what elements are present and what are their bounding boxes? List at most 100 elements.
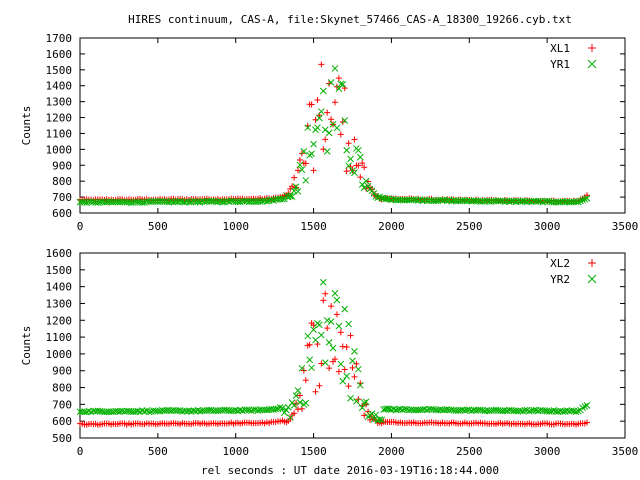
point-XL1 (308, 101, 315, 108)
point-YR1 (583, 195, 591, 202)
point-YR2 (302, 399, 310, 407)
point-XL1 (291, 174, 298, 181)
point-XL2 (291, 410, 298, 417)
point-XL2 (320, 297, 327, 304)
point-XL2 (328, 303, 335, 310)
point-YR1 (138, 199, 146, 207)
x-tick-label: 0 (77, 220, 84, 233)
y-tick-label: 1100 (46, 127, 73, 140)
y-tick-label: 1700 (46, 32, 73, 45)
x-tick-label: 1000 (222, 445, 249, 458)
x-tick-label: 2000 (378, 445, 405, 458)
point-YR1 (345, 162, 352, 170)
point-XL2 (326, 365, 333, 372)
point-YR2 (378, 416, 386, 424)
y-tick-label: 900 (52, 365, 72, 378)
point-YR1 (579, 196, 586, 204)
point-YR2 (294, 387, 302, 394)
series-YR1 (76, 65, 591, 207)
point-XL2 (324, 325, 331, 332)
plot-frame (79, 252, 626, 439)
point-YR1 (347, 155, 354, 163)
point-XL2 (584, 419, 591, 426)
point-YR2 (318, 331, 325, 339)
y-tick-label: 800 (52, 382, 72, 395)
point-YR2 (312, 336, 319, 344)
point-YR2 (276, 404, 284, 411)
x-tick-label: 3000 (534, 220, 561, 233)
point-YR2 (354, 365, 362, 373)
point-YR1 (341, 117, 349, 124)
point-YR2 (345, 320, 352, 328)
point-YR1 (325, 129, 333, 137)
point-XL2 (302, 377, 309, 384)
legend-label-XL2: XL2 (550, 257, 570, 270)
point-YR2 (351, 348, 358, 355)
point-YR1 (308, 150, 315, 158)
point-YR2 (337, 360, 345, 368)
point-YR1 (302, 177, 310, 184)
point-YR2 (247, 407, 255, 415)
point-XL1 (359, 160, 366, 167)
point-YR2 (325, 339, 333, 346)
point-XL1 (331, 99, 338, 106)
legend-label-YR2: YR2 (550, 273, 570, 286)
y-axis-label: Counts (20, 106, 33, 146)
point-YR1 (286, 192, 294, 200)
point-YR2 (331, 289, 339, 297)
point-YR2 (292, 392, 300, 399)
point-YR2 (550, 407, 558, 414)
point-YR2 (316, 321, 323, 329)
point-YR2 (319, 278, 327, 286)
point-XL2 (349, 364, 356, 371)
y-tick-label: 1000 (46, 143, 73, 156)
point-YR2 (145, 408, 153, 416)
point-YR1 (331, 65, 339, 72)
y-tick-label: 800 (52, 175, 72, 188)
point-YR1 (339, 80, 347, 88)
x-tick-label: 1500 (300, 445, 327, 458)
point-YR2 (298, 364, 306, 372)
point-XL1 (326, 80, 333, 87)
legend-marker-YR2 (587, 274, 597, 284)
bottom-panel: 500 600 700 800 900 1000 1100 1200 1300 1400 1500 1… (20, 247, 638, 458)
y-tick-label: 1000 (46, 348, 73, 361)
plot-frame (79, 37, 626, 214)
y-tick-label: 1400 (46, 281, 73, 294)
point-XL2 (345, 383, 352, 390)
point-YR2 (362, 398, 370, 406)
y-tick-label: 1300 (46, 297, 73, 310)
x-tick-label: 0 (77, 445, 84, 458)
point-XL2 (335, 368, 342, 375)
x-tick-label: 1500 (300, 220, 327, 233)
legend-marker-XL1 (588, 44, 596, 52)
point-XL1 (328, 116, 335, 123)
point-YR1 (294, 188, 302, 195)
point-YR1 (337, 80, 345, 88)
point-YR1 (316, 114, 323, 122)
point-XL1 (318, 61, 325, 68)
point-YR1 (354, 146, 362, 154)
point-YR2 (384, 405, 391, 412)
point-YR2 (581, 403, 589, 410)
point-YR2 (323, 317, 331, 324)
point-XL1 (310, 167, 317, 174)
point-XL1 (345, 140, 352, 147)
top-panel: 600 700 800 900 1000 1100 1200 1300 1400 1500 1600… (20, 32, 638, 233)
point-YR1 (298, 166, 306, 174)
y-tick-label: 1100 (46, 331, 73, 344)
point-YR2 (329, 344, 337, 352)
y-tick-label: 700 (52, 398, 72, 411)
point-YR2 (327, 318, 335, 325)
point-XL2 (312, 388, 319, 395)
y-tick-label: 700 (52, 191, 72, 204)
point-YR2 (347, 394, 354, 402)
y-tick-label: 1500 (46, 264, 73, 277)
point-YR2 (286, 414, 294, 421)
point-YR1 (288, 193, 296, 200)
point-YR1 (318, 108, 325, 115)
point-YR2 (282, 406, 290, 414)
point-YR1 (378, 194, 386, 202)
series-XL1 (77, 61, 591, 205)
legend-label-XL1: XL1 (550, 42, 570, 55)
